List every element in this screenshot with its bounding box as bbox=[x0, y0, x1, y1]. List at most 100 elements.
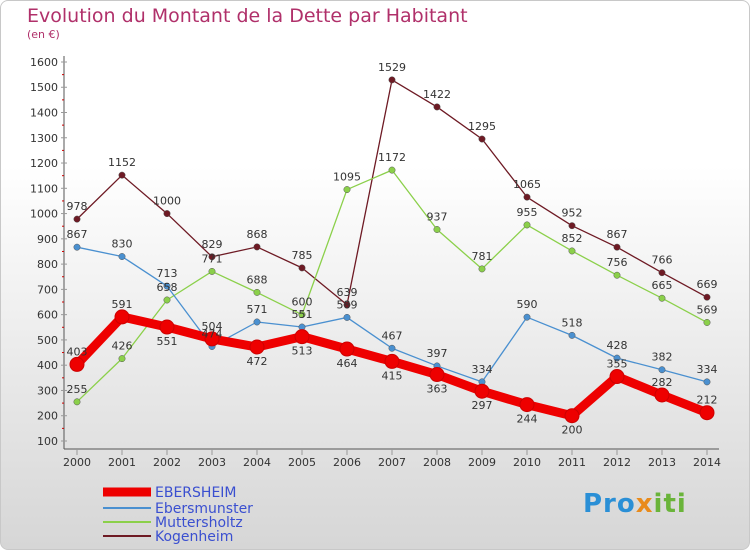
data-label-ebersheim: 551 bbox=[157, 335, 178, 348]
data-point-ebersmunster bbox=[73, 243, 81, 251]
data-label-muttersholtz: 1095 bbox=[333, 171, 361, 184]
x-tick-label: 2014 bbox=[693, 456, 721, 469]
data-label-ebersheim: 355 bbox=[607, 358, 628, 371]
legend: EBERSHEIMEbersmunsterMuttersholtzKogenhe… bbox=[103, 485, 253, 545]
x-tick-label: 2009 bbox=[468, 456, 496, 469]
y-tick-label: 1300 bbox=[30, 132, 58, 145]
data-point-muttersholtz bbox=[703, 319, 711, 326]
data-label-kogenheim: 766 bbox=[652, 254, 673, 267]
data-label-kogenheim: 867 bbox=[607, 228, 628, 241]
y-tick-label: 600 bbox=[37, 309, 58, 322]
x-tick-label: 2004 bbox=[243, 456, 271, 469]
logo-part-2: x bbox=[635, 489, 654, 519]
data-label-kogenheim: 1000 bbox=[153, 195, 181, 208]
data-point-muttersholtz bbox=[343, 186, 351, 194]
y-tick-label: 900 bbox=[37, 233, 58, 246]
data-label-kogenheim: 978 bbox=[67, 200, 88, 213]
y-tick-label: 1000 bbox=[30, 208, 58, 221]
data-label-kogenheim: 952 bbox=[562, 207, 583, 220]
data-label-muttersholtz: 658 bbox=[157, 281, 178, 294]
y-tick-label: 1400 bbox=[30, 106, 58, 119]
data-point-ebersheim bbox=[339, 341, 355, 357]
data-point-ebersheim bbox=[564, 408, 580, 424]
chart-title: Evolution du Montant de la Dette par Hab… bbox=[27, 5, 468, 27]
data-point-ebersheim bbox=[384, 353, 400, 369]
data-point-ebersheim bbox=[249, 339, 265, 355]
data-label-muttersholtz: 255 bbox=[67, 383, 88, 396]
data-label-ebersmunster: 382 bbox=[652, 351, 673, 364]
data-point-kogenheim bbox=[613, 243, 621, 251]
data-point-ebersmunster bbox=[343, 313, 351, 321]
data-point-muttersholtz bbox=[433, 226, 441, 233]
data-label-kogenheim: 1065 bbox=[513, 178, 541, 191]
x-tick-label: 2007 bbox=[378, 456, 406, 469]
data-label-muttersholtz: 937 bbox=[427, 210, 448, 223]
y-tick-label: 400 bbox=[37, 359, 58, 372]
data-label-ebersheim: 403 bbox=[67, 345, 88, 358]
data-label-ebersheim: 297 bbox=[472, 399, 493, 412]
axes bbox=[63, 55, 719, 450]
x-tick-label: 2008 bbox=[423, 456, 451, 469]
data-label-ebersheim: 415 bbox=[382, 369, 403, 382]
data-label-muttersholtz: 756 bbox=[607, 256, 628, 269]
data-point-muttersholtz bbox=[523, 221, 531, 229]
y-tick-label: 300 bbox=[37, 384, 58, 397]
data-point-muttersholtz bbox=[298, 311, 306, 319]
legend-label-ebersheim: EBERSHEIM bbox=[155, 485, 237, 501]
data-point-kogenheim bbox=[523, 193, 531, 201]
x-tick-label: 2001 bbox=[108, 456, 136, 469]
legend-label-ebersmunster: Ebersmunster bbox=[155, 501, 253, 517]
series-layer bbox=[69, 76, 715, 424]
y-tick-label: 100 bbox=[37, 435, 58, 448]
data-point-ebersmunster bbox=[568, 331, 576, 339]
data-label-ebersheim: 363 bbox=[427, 383, 448, 396]
data-point-ebersheim bbox=[519, 397, 535, 413]
data-label-ebersmunster: 713 bbox=[157, 267, 178, 280]
data-label-ebersmunster: 397 bbox=[427, 347, 448, 360]
chart-subtitle: (en €) bbox=[27, 28, 60, 41]
data-label-ebersmunster: 334 bbox=[697, 363, 718, 376]
data-label-ebersmunster: 467 bbox=[382, 329, 403, 342]
data-label-ebersmunster: 518 bbox=[562, 316, 583, 329]
data-point-muttersholtz bbox=[388, 166, 396, 174]
data-label-muttersholtz: 771 bbox=[202, 252, 223, 265]
logo-part-3: iti bbox=[653, 489, 687, 519]
data-point-muttersholtz bbox=[208, 267, 216, 275]
data-label-kogenheim: 639 bbox=[337, 286, 358, 299]
x-tick-label: 2013 bbox=[648, 456, 676, 469]
data-label-ebersmunster: 830 bbox=[112, 238, 133, 251]
data-label-ebersheim: 200 bbox=[562, 424, 583, 437]
x-tick-label: 2006 bbox=[333, 456, 361, 469]
data-label-muttersholtz: 665 bbox=[652, 279, 673, 292]
data-point-kogenheim bbox=[343, 301, 351, 309]
data-label-kogenheim: 1152 bbox=[108, 156, 136, 169]
data-label-ebersmunster: 590 bbox=[517, 298, 538, 311]
data-point-ebersmunster bbox=[658, 366, 666, 374]
x-tick-label: 2011 bbox=[558, 456, 586, 469]
data-label-muttersholtz: 955 bbox=[517, 206, 538, 219]
data-point-muttersholtz bbox=[658, 294, 666, 302]
data-point-ebersheim bbox=[294, 329, 310, 345]
data-label-ebersheim: 591 bbox=[112, 298, 133, 311]
data-point-muttersholtz bbox=[163, 296, 171, 304]
data-point-ebersmunster bbox=[163, 282, 171, 290]
data-label-muttersholtz: 688 bbox=[247, 273, 268, 286]
data-point-ebersmunster bbox=[613, 354, 621, 362]
data-point-muttersholtz bbox=[118, 355, 126, 363]
data-point-kogenheim bbox=[163, 210, 171, 218]
data-point-ebersheim bbox=[114, 309, 130, 325]
data-label-muttersholtz: 426 bbox=[112, 340, 133, 353]
x-tick-label: 2002 bbox=[153, 456, 181, 469]
data-point-ebersmunster bbox=[118, 253, 126, 260]
data-point-ebersheim bbox=[474, 383, 490, 399]
data-label-kogenheim: 868 bbox=[247, 228, 268, 241]
data-label-ebersheim: 472 bbox=[247, 355, 268, 368]
data-label-muttersholtz: 569 bbox=[697, 303, 718, 316]
data-point-kogenheim bbox=[658, 269, 666, 277]
data-label-ebersmunster: 867 bbox=[67, 228, 88, 241]
data-label-ebersmunster: 474 bbox=[202, 327, 223, 340]
x-tick-label: 2012 bbox=[603, 456, 631, 469]
y-tick-label: 800 bbox=[37, 258, 58, 271]
